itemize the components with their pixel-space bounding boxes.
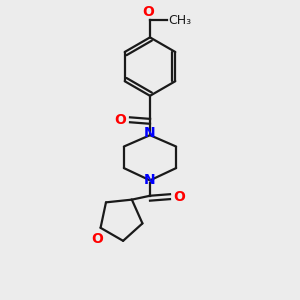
Text: O: O <box>91 232 103 245</box>
Text: CH₃: CH₃ <box>168 14 192 27</box>
Text: N: N <box>144 173 156 188</box>
Text: O: O <box>114 113 126 127</box>
Text: N: N <box>144 126 156 140</box>
Text: O: O <box>174 190 186 204</box>
Text: O: O <box>142 5 154 19</box>
